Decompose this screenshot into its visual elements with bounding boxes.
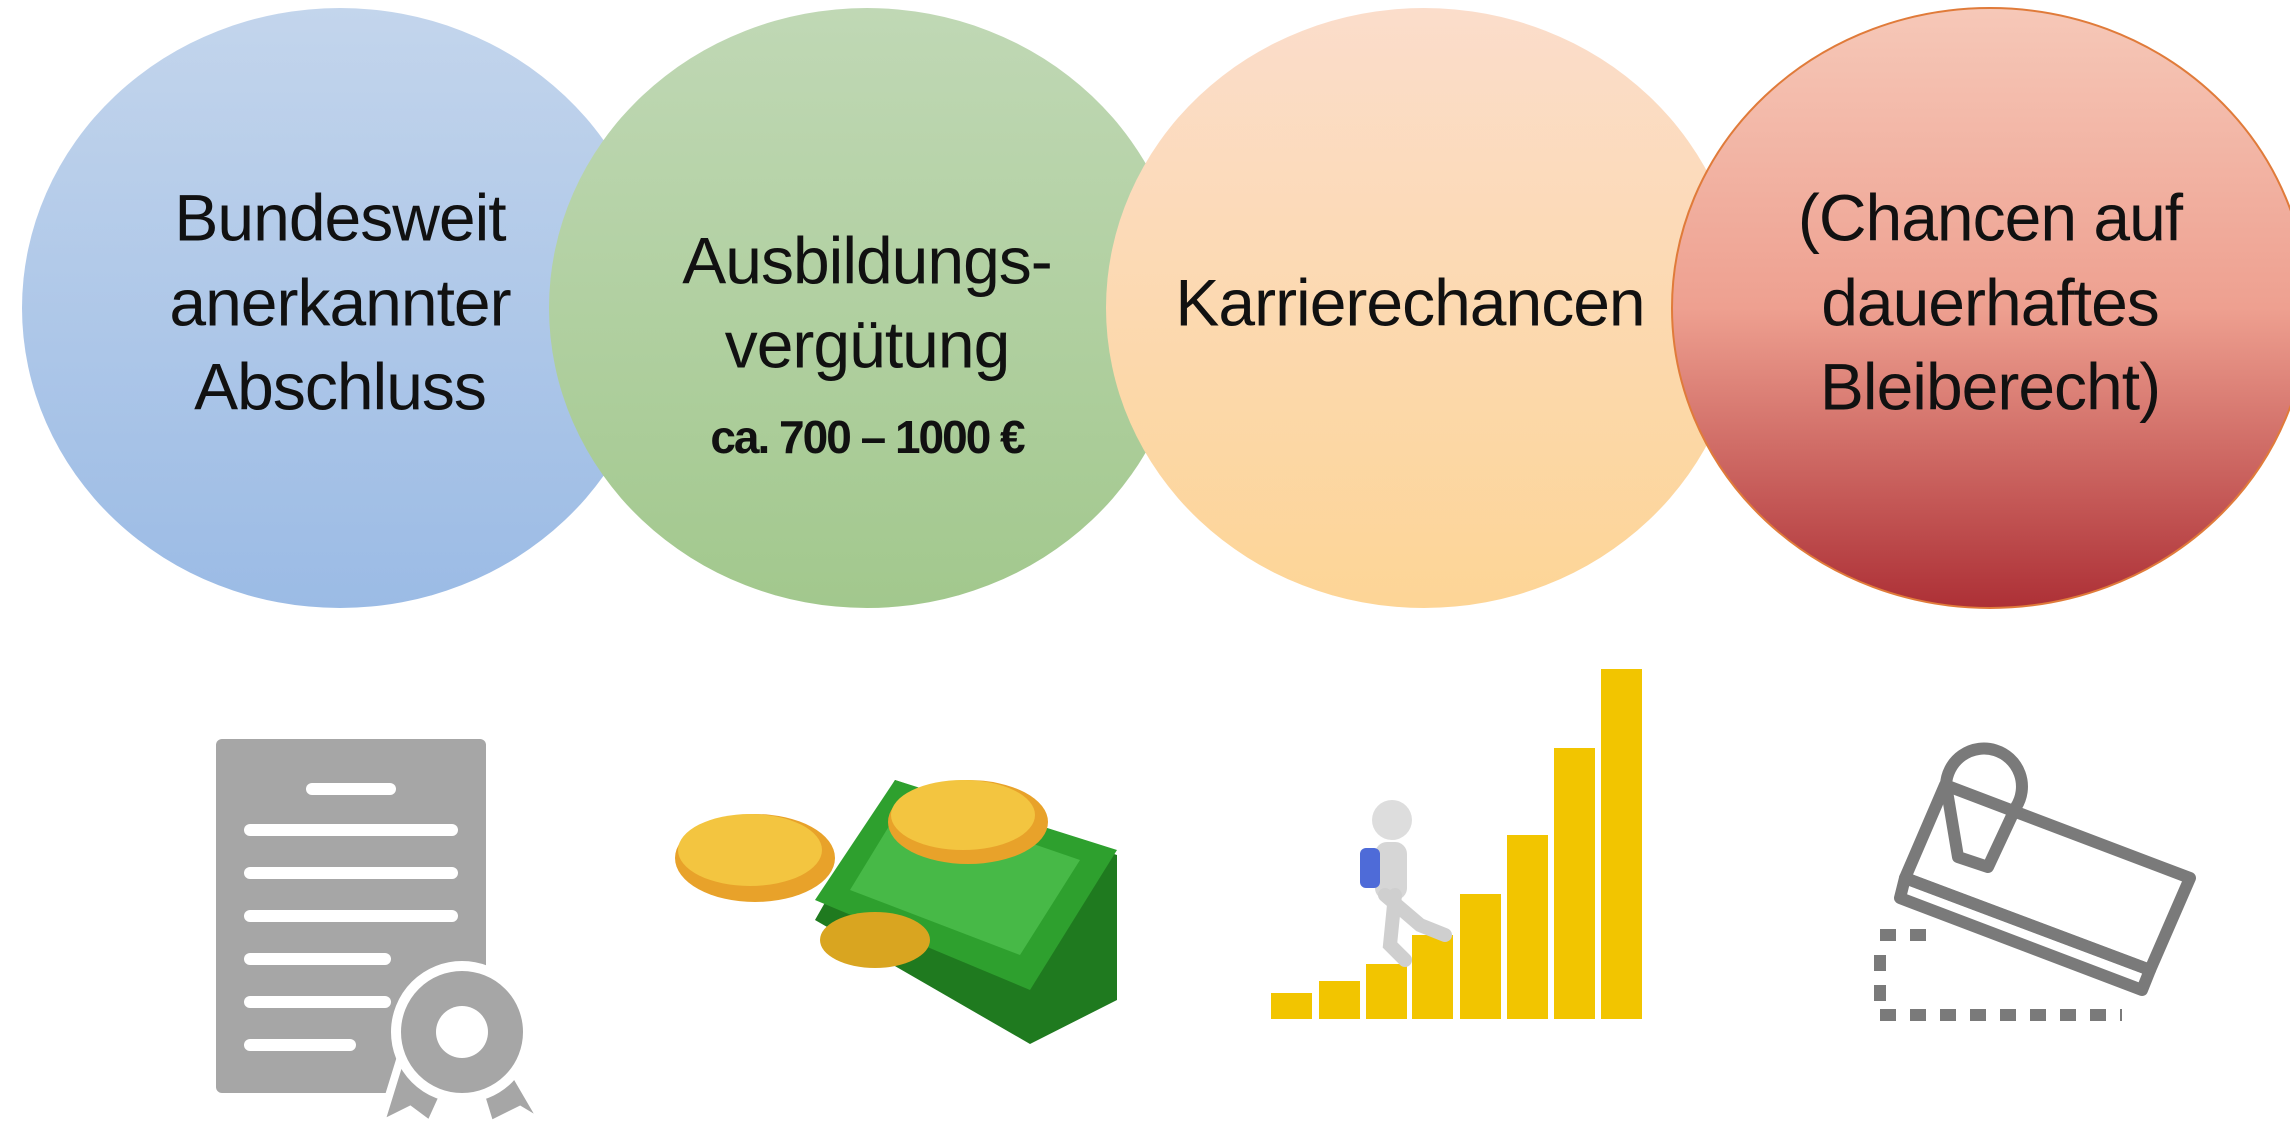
circle-text: vergütung: [725, 307, 1010, 381]
circle-text: Bundesweit: [174, 180, 506, 254]
circle-note: ca. 700 – 1000 €: [710, 411, 1025, 463]
slide: Bundesweit anerkannter Abschluss Ausbild…: [0, 0, 2290, 1125]
page: Bundesweit anerkannter Abschluss Ausbild…: [0, 0, 2290, 1125]
circle-text: anerkannter: [169, 265, 510, 339]
certificate-icon: [216, 739, 545, 1125]
circle-text: Abschluss: [194, 349, 486, 423]
circle-text: Ausbildungs-: [682, 223, 1052, 297]
career-icon: [1271, 669, 1642, 1019]
stamp-icon: [1880, 749, 2190, 1015]
circle-text: Karrierechancen: [1175, 265, 1644, 339]
circle-text: Bleiberecht): [1820, 349, 2160, 423]
circle-text: (Chancen auf: [1798, 180, 2184, 254]
money-icon: [675, 780, 1117, 1044]
circle-text: dauerhaftes: [1821, 265, 2159, 339]
